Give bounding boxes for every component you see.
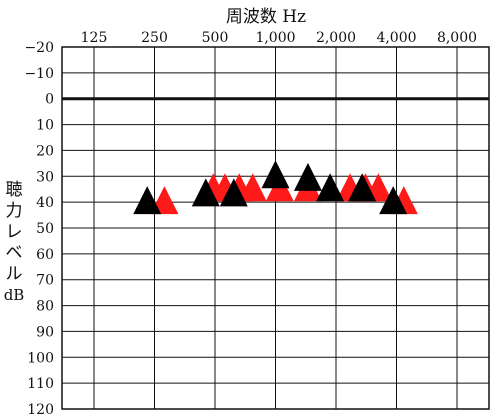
x-tick-label: 500 xyxy=(202,30,229,46)
y-tick-label: 70 xyxy=(36,273,54,289)
grid xyxy=(61,46,490,410)
y-tick-label: 90 xyxy=(36,324,54,340)
black-triangle-marker xyxy=(219,178,248,207)
y-tick-label: 0 xyxy=(45,92,54,108)
x-tick-label: 125 xyxy=(81,30,108,46)
black-triangle-marker xyxy=(316,173,345,202)
y-tick-label: 30 xyxy=(36,169,54,185)
y-tick-label: 20 xyxy=(36,143,54,159)
y-tick-label: 10 xyxy=(36,118,54,134)
y-axis-title-char-3: レ xyxy=(6,222,23,242)
y-tick-label: 60 xyxy=(36,247,54,263)
x-tick-label: 2,000 xyxy=(316,30,356,46)
x-tick-label: 4,000 xyxy=(376,30,416,46)
y-tick-label: 120 xyxy=(27,402,54,418)
red-triangle-marker xyxy=(238,173,267,202)
black-triangle-marker xyxy=(379,186,408,215)
black-triangle-marker xyxy=(261,160,290,189)
black-triangle-marker xyxy=(348,173,377,202)
axis-labels: −20 −10 0 10 20 30 40 50 60 70 80 90 100 110 120 125 250… xyxy=(24,30,477,418)
y-axis-title-char-1: 聴 xyxy=(6,180,23,200)
data-markers xyxy=(133,160,418,215)
y-tick-label: 100 xyxy=(27,350,54,366)
black-triangle-marker xyxy=(293,162,322,191)
y-tick-label: 110 xyxy=(27,376,54,392)
x-tick-label: 250 xyxy=(141,30,168,46)
y-tick-label: −10 xyxy=(24,66,54,82)
y-tick-label: 50 xyxy=(36,221,54,237)
x-tick-label: 8,000 xyxy=(437,30,477,46)
black-triangle-marker xyxy=(133,186,162,215)
y-tick-label: −20 xyxy=(24,40,54,56)
y-axis-title-char-6: dB xyxy=(4,286,25,304)
y-axis-title-char-5: ル xyxy=(6,264,23,284)
y-axis-title-char-2: 力 xyxy=(6,201,23,221)
black-triangle-marker xyxy=(191,178,220,207)
y-tick-label: 80 xyxy=(36,299,54,315)
x-tick-label: 1,000 xyxy=(255,30,295,46)
y-axis-title-char-4: ベ xyxy=(6,243,23,263)
y-tick-label: 40 xyxy=(36,195,54,211)
x-axis-title: 周波数 Hz xyxy=(226,7,306,27)
